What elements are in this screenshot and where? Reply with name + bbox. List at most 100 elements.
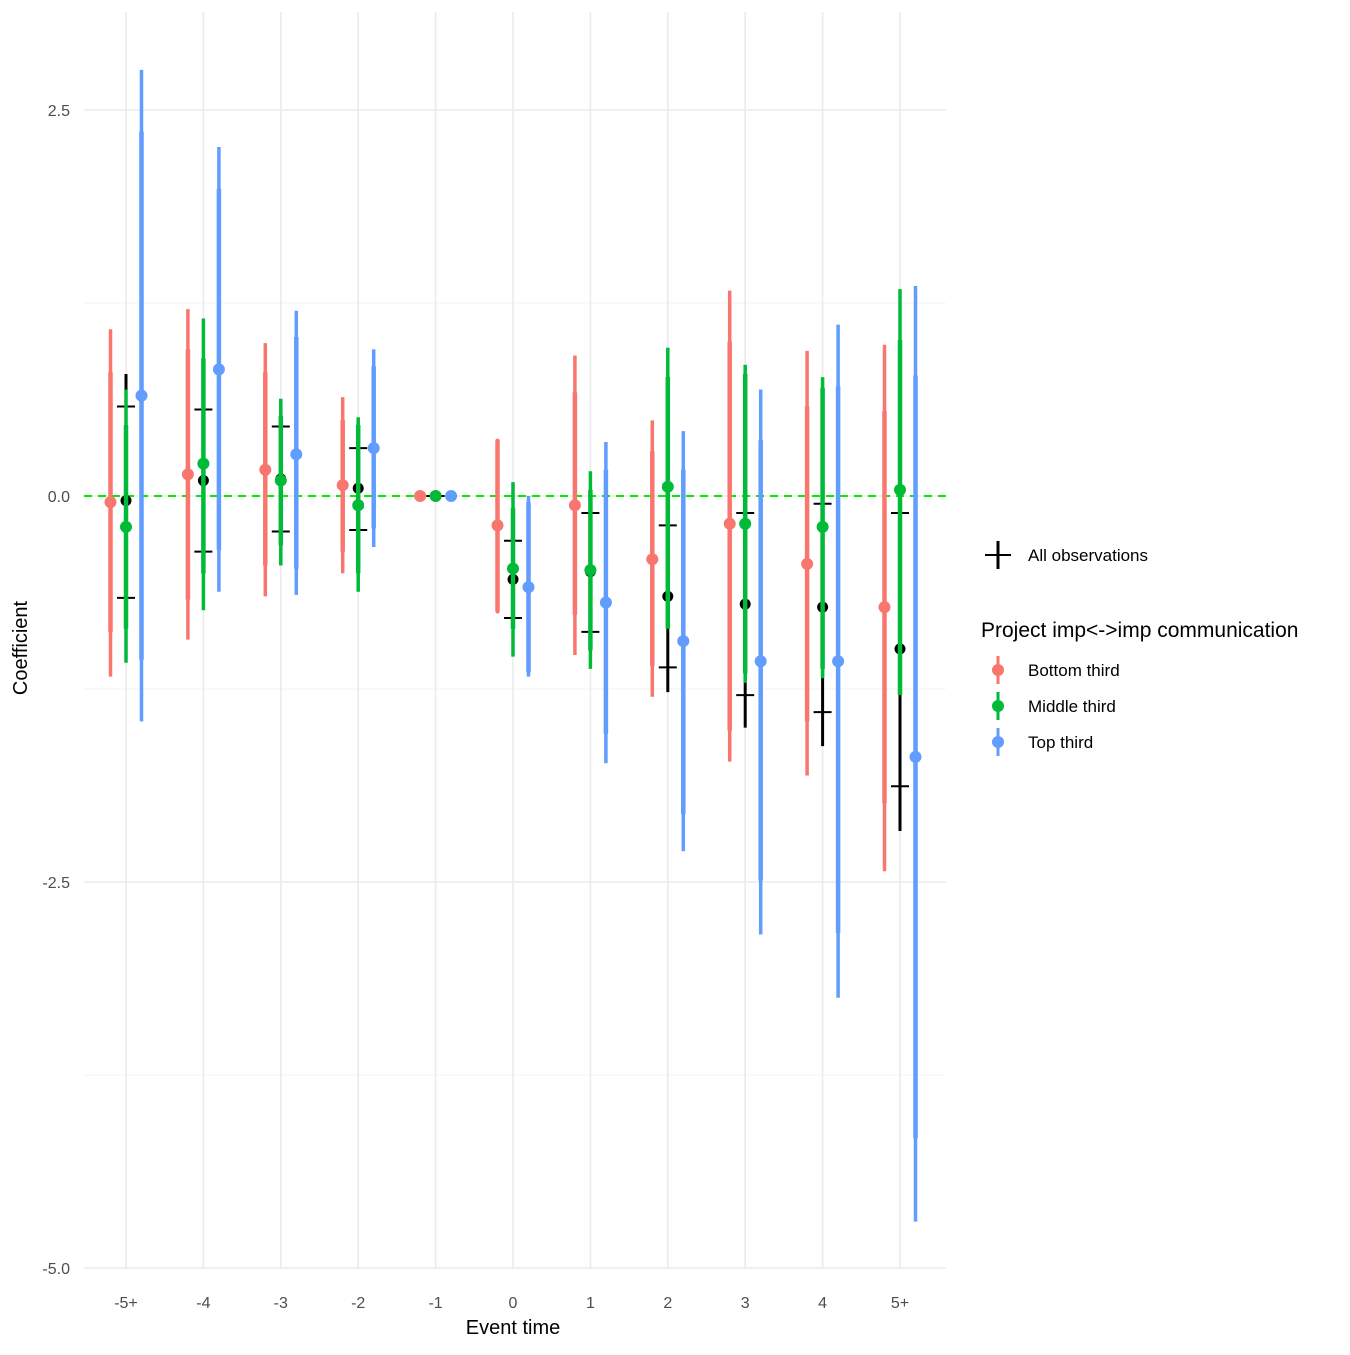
series-0-estimate-group xyxy=(181,309,194,640)
series-2-estimate-group xyxy=(445,490,458,502)
series-0-estimate-group xyxy=(414,490,427,502)
series-point xyxy=(646,553,659,566)
series-2-estimate-group xyxy=(599,441,612,764)
series-0-estimate-group xyxy=(646,420,659,697)
series-1-estimate-group xyxy=(429,490,442,502)
series-2-estimate-group xyxy=(754,389,767,935)
series-point xyxy=(197,457,210,470)
series-1-estimate-group xyxy=(274,398,287,566)
series-point xyxy=(352,499,365,512)
series-point xyxy=(801,557,814,570)
series-2-estimate-group xyxy=(677,431,690,852)
series-2-estimate-group xyxy=(832,324,845,998)
x-tick-label: 5+ xyxy=(891,1295,909,1312)
series-2-estimate-group xyxy=(135,69,148,722)
series-point xyxy=(739,517,752,530)
series-1-estimate-group xyxy=(120,389,132,663)
legend-series-item: Middle third xyxy=(992,692,1116,720)
series-point xyxy=(816,520,829,533)
legend-key-point xyxy=(992,700,1004,712)
legend-series-item: Top third xyxy=(992,728,1093,756)
series-1-estimate-group xyxy=(507,482,519,657)
legend-overall-key: All observations xyxy=(985,541,1148,569)
legend-series: Bottom third Middle third Top third xyxy=(992,656,1120,756)
legend: All observations Project imp<->imp commu… xyxy=(981,541,1298,756)
series-2-estimate-group xyxy=(522,496,535,677)
grid-layer xyxy=(84,12,946,1269)
series-point xyxy=(120,520,132,533)
x-axis-title: Event time xyxy=(466,1317,560,1339)
legend-series-item: Bottom third xyxy=(992,656,1120,684)
legend-key-point xyxy=(992,736,1004,748)
series-2-estimate-group xyxy=(212,147,225,592)
series-0-estimate-group xyxy=(723,290,736,762)
series-point xyxy=(584,564,597,577)
legend-overall-label: All observations xyxy=(1028,546,1148,565)
series-point xyxy=(491,519,504,532)
series-point xyxy=(909,750,922,763)
x-tick-label: 4 xyxy=(818,1295,827,1312)
series-1-estimate-group xyxy=(197,318,210,611)
series-1-estimate-group xyxy=(816,377,829,679)
series-point xyxy=(104,496,117,509)
y-tick-label: -5.0 xyxy=(42,1261,70,1278)
series-1-estimate-group xyxy=(739,364,752,683)
x-tick-label: -5+ xyxy=(114,1295,138,1312)
x-tick-label: -1 xyxy=(428,1295,442,1312)
series-0-estimate-group xyxy=(878,344,891,872)
series-0-estimate-group xyxy=(336,397,349,574)
series-point xyxy=(367,442,380,455)
series-point xyxy=(522,581,535,594)
series-point xyxy=(661,480,674,493)
series-point xyxy=(894,483,906,496)
series-point xyxy=(414,490,427,502)
series-2-estimate-group xyxy=(290,310,303,595)
y-tick-label: 2.5 xyxy=(48,103,70,120)
series-point xyxy=(723,517,736,530)
series-2-estimate-group xyxy=(367,349,380,547)
series-0-estimate-group xyxy=(491,438,504,614)
series-1-estimate-group xyxy=(661,347,674,629)
series-point xyxy=(445,490,458,502)
legend-title: Project imp<->imp communication xyxy=(981,619,1298,642)
legend-key-point xyxy=(992,664,1004,676)
y-tick-label: 0.0 xyxy=(48,489,70,506)
series-point xyxy=(135,389,148,402)
series-0-estimate-group xyxy=(259,343,272,597)
series-point xyxy=(878,601,891,614)
x-tick-label: -4 xyxy=(196,1295,210,1312)
x-tick-label: 1 xyxy=(586,1295,595,1312)
series-point xyxy=(599,596,612,609)
series-point xyxy=(568,499,581,512)
x-tick-label: 3 xyxy=(741,1295,750,1312)
legend-series-label: Bottom third xyxy=(1028,661,1120,680)
x-tick-label: 0 xyxy=(509,1295,518,1312)
series-point xyxy=(677,635,690,648)
series-0-estimate-group xyxy=(104,329,117,677)
series-0-estimate-group xyxy=(568,355,581,656)
legend-series-label: Top third xyxy=(1028,733,1093,752)
series-point xyxy=(212,363,225,376)
x-tick-label: -3 xyxy=(274,1295,288,1312)
y-axis-title: Coefficient xyxy=(10,600,32,695)
x-tick-label: 2 xyxy=(663,1295,672,1312)
marks-layer xyxy=(104,69,922,1222)
series-point xyxy=(290,448,303,461)
series-1-estimate-group xyxy=(584,471,597,669)
x-tick-label: -2 xyxy=(351,1295,365,1312)
series-point xyxy=(754,655,767,668)
series-1-estimate-group xyxy=(894,289,906,696)
legend-series-label: Middle third xyxy=(1028,697,1116,716)
series-0-estimate-group xyxy=(801,350,814,776)
series-point xyxy=(429,490,442,502)
series-point xyxy=(507,562,519,575)
series-point xyxy=(274,474,287,487)
series-1-estimate-group xyxy=(352,417,365,592)
y-tick-label: -2.5 xyxy=(42,875,70,892)
series-2-estimate-group xyxy=(909,286,922,1222)
series-point xyxy=(259,463,272,476)
series-point xyxy=(181,468,194,481)
series-point xyxy=(832,655,845,668)
